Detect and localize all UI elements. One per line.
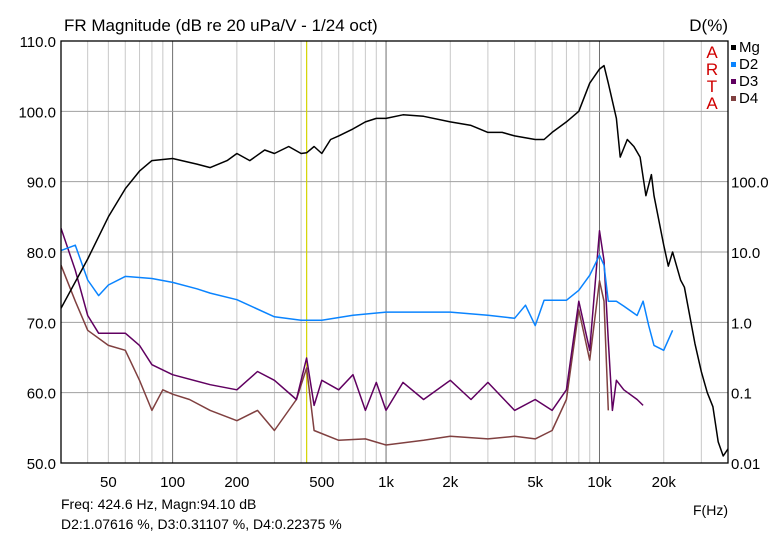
series-line-d3 — [61, 227, 644, 412]
y-tick-label: 60.0 — [27, 386, 56, 403]
plot-frame — [60, 40, 729, 464]
y-tick-label: 110.0 — [20, 34, 56, 51]
cursor-readout-line1: Freq: 424.6 Hz, Magn:94.10 dB — [61, 496, 257, 512]
grid — [61, 41, 728, 463]
y2-tick-label: 0.01 — [731, 456, 760, 473]
watermark-letter: R — [706, 60, 718, 79]
series-line-mg — [61, 64, 728, 457]
legend-swatch-mg — [731, 45, 736, 50]
legend-label-d2: D2 — [739, 56, 758, 73]
y-tick-label: 70.0 — [27, 315, 56, 332]
x-tick-label: 200 — [224, 474, 249, 491]
y2-tick-label: 100.0 — [731, 175, 769, 192]
cursor-readout-line2: D2:1.07616 %, D3:0.31107 %, D4:0.22375 % — [61, 516, 342, 532]
legend-label-d3: D3 — [739, 73, 758, 90]
watermark-letter: A — [706, 94, 718, 113]
x-tick-label: 100 — [160, 474, 185, 491]
y-tick-label: 80.0 — [27, 245, 56, 262]
y-tick-label: 100.0 — [18, 104, 56, 121]
right-axis-label: D(%) — [689, 16, 728, 35]
legend-label-d4: D4 — [739, 90, 758, 107]
x-tick-label: 50 — [100, 474, 117, 491]
x-axis-label: F(Hz) — [693, 502, 728, 518]
legend-swatch-d4 — [731, 96, 736, 101]
legend-swatch-d3 — [731, 79, 736, 84]
series-line-d2 — [61, 244, 674, 352]
x-tick-label: 10k — [587, 474, 612, 491]
plot-area — [61, 41, 728, 463]
watermark-letter: A — [706, 43, 718, 62]
x-tick-label: 1k — [378, 474, 394, 491]
x-tick-label: 20k — [652, 474, 677, 491]
series-line-d4 — [61, 264, 610, 446]
x-tick-label: 500 — [309, 474, 334, 491]
y2-tick-label: 10.0 — [731, 245, 760, 262]
chart-title: FR Magnitude (dB re 20 uPa/V - 1/24 oct) — [64, 16, 378, 35]
x-tick-label: 5k — [527, 474, 543, 491]
y-tick-label: 90.0 — [27, 175, 56, 192]
y2-tick-label: 1.0 — [731, 315, 752, 332]
x-tick-label: 2k — [442, 474, 458, 491]
y-tick-label: 50.0 — [27, 456, 56, 473]
y2-tick-label: 0.1 — [731, 386, 752, 403]
watermark-letter: T — [707, 77, 717, 96]
legend-label-mg: Mg — [739, 39, 760, 56]
tick-labels: 110.0 100.0 90.0 80.0 70.0 60.0 50.0 100.0 10.0 1… — [18, 34, 768, 491]
legend-swatch-d2 — [731, 62, 736, 67]
